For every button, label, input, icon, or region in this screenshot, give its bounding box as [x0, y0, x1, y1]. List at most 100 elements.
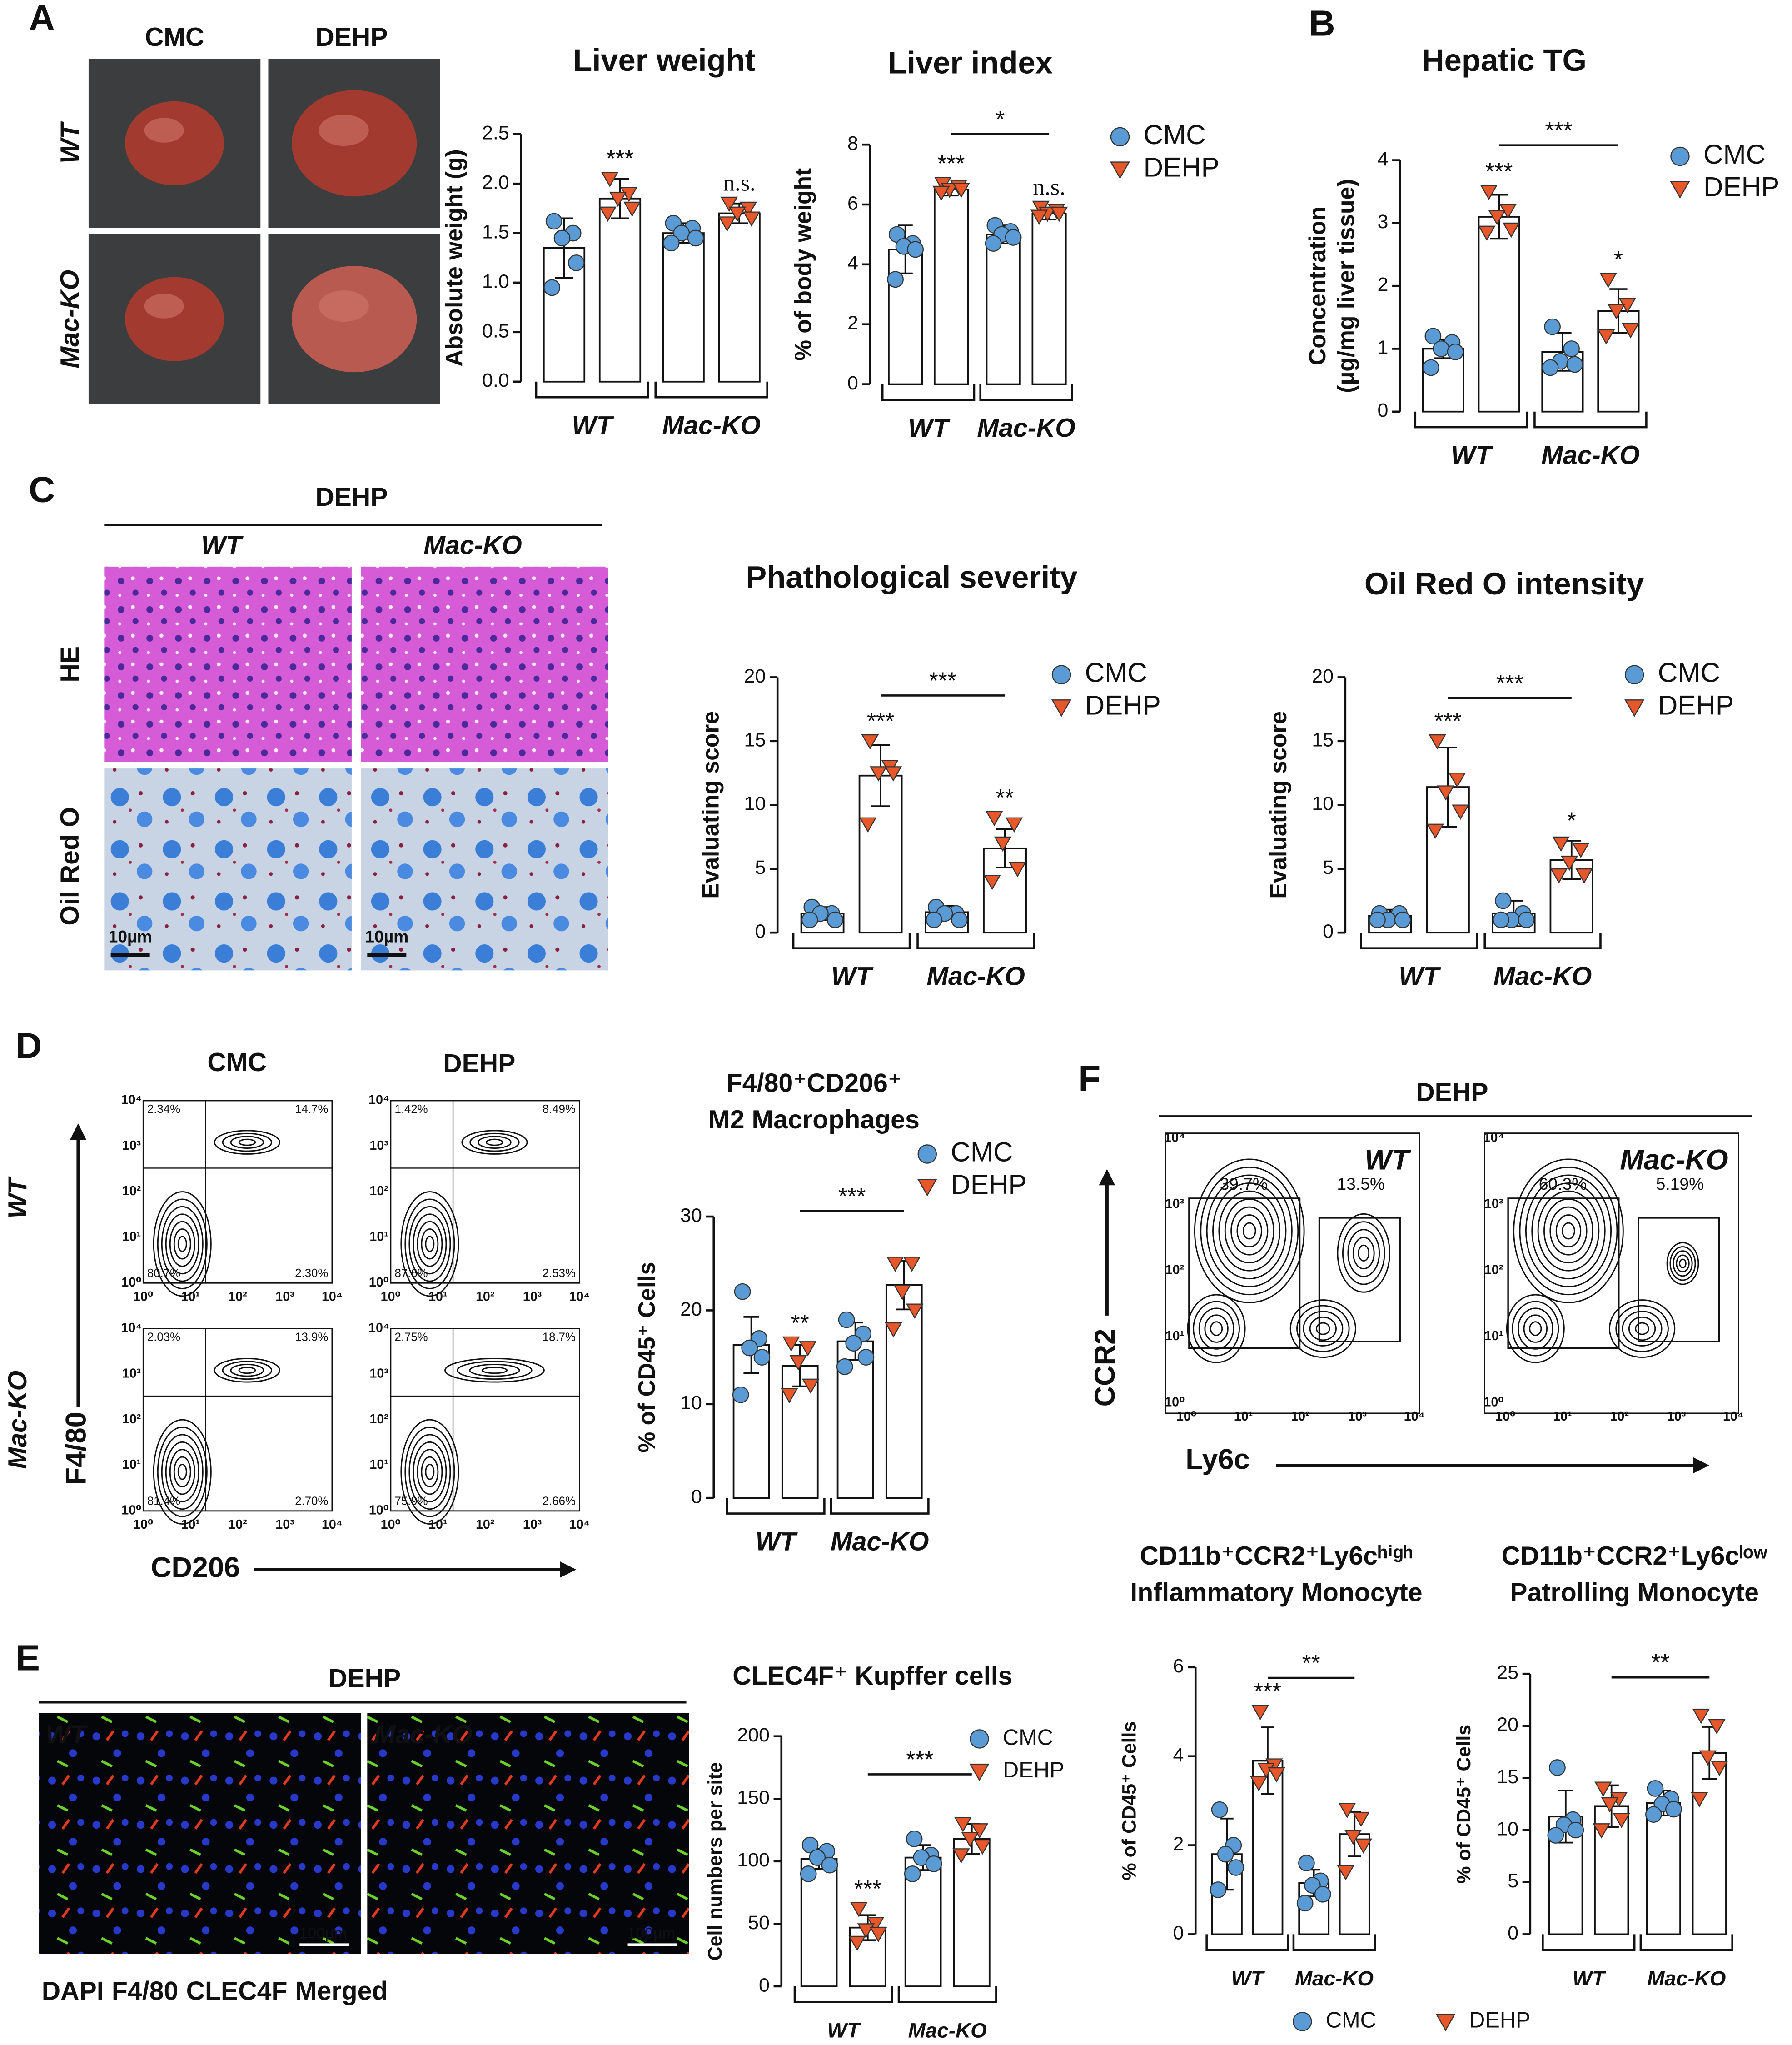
chart-title: M2 Macrophages [708, 1105, 920, 1134]
group-bracket [535, 381, 649, 399]
axis-title: CD206 [151, 1551, 240, 1583]
significance-label: * [1567, 807, 1576, 833]
contour [165, 1213, 199, 1275]
y-tick-label: 6 [847, 192, 858, 214]
data-point [753, 1349, 771, 1366]
data-point [952, 1848, 970, 1864]
scale-bar-label: 10µm [109, 927, 152, 946]
x-tick-label: Mac-KO [926, 962, 1025, 991]
gate-percent: 2.66% [543, 1495, 576, 1508]
x-tick-label: WT [1573, 1966, 1607, 1990]
x-tick-label: Mac-KO [1295, 1966, 1374, 1990]
flow-tick-label: 10⁴ [368, 1093, 389, 1107]
y-tick-label: 5 [1508, 1870, 1518, 1892]
flow-tick-label: 10⁴ [1483, 1131, 1504, 1145]
y-tick-label: 5 [1323, 857, 1334, 878]
flow-tick-label: 10¹ [181, 1289, 200, 1304]
y-tick-label: 20 [1312, 665, 1334, 687]
contour [1676, 1254, 1690, 1273]
data-point [861, 734, 879, 750]
contour [1187, 1294, 1246, 1363]
significance-label: *** [1485, 158, 1513, 185]
y-tick-label: 0 [691, 1486, 702, 1508]
data-point [1005, 229, 1022, 246]
panel-title: WT [1364, 1144, 1411, 1176]
column-label: CMC [207, 1048, 267, 1077]
data-point [907, 241, 924, 258]
y-tick-label: 15 [744, 729, 766, 751]
stain-label: F4/80 [112, 1976, 179, 2005]
data-point [800, 1865, 817, 1882]
legend-label: DEHP [1144, 152, 1220, 183]
data-point [781, 1388, 798, 1403]
y-tick-label: 30 [680, 1204, 702, 1226]
contour [1669, 1246, 1696, 1281]
data-point [1647, 1780, 1664, 1797]
data-point [1552, 836, 1570, 852]
data-point [734, 1283, 751, 1300]
data-point [1544, 318, 1561, 335]
significance-label: *** [1545, 117, 1572, 144]
flow-tick-label: 10⁰ [1165, 1395, 1185, 1410]
contour [461, 1130, 528, 1155]
flow-tick-label: 10³ [1484, 1197, 1503, 1211]
contour [1673, 1250, 1693, 1277]
contour [1506, 1294, 1565, 1363]
data-point [601, 172, 619, 187]
flow-tick-label: 10⁰ [121, 1275, 141, 1290]
significance-label: ** [1651, 1649, 1669, 1676]
data-point [1452, 804, 1469, 820]
y-tick-label: 3 [1378, 211, 1389, 233]
group-bracket [1542, 1934, 1636, 1951]
stain-label: CLEC4F [186, 1976, 288, 2005]
gate-percent: 87.6% [394, 1267, 428, 1280]
data-point [1005, 817, 1023, 833]
data-point [884, 766, 902, 782]
significance-label: n.s. [1033, 174, 1065, 200]
group-bracket [897, 1986, 997, 2003]
gate-percent: 2.75% [394, 1331, 428, 1343]
x-tick-label: Mac-KO [977, 414, 1075, 443]
flow-tick-label: 10⁴ [1723, 1409, 1744, 1424]
flow-tick-label: 10³ [122, 1138, 141, 1153]
data-point [1502, 222, 1520, 238]
flow-tick-label: 10² [369, 1412, 388, 1427]
data-point [870, 766, 887, 782]
liver-shine [319, 115, 369, 146]
panel-label: E [15, 1638, 40, 1679]
flow-tick-label: 10³ [1165, 1197, 1184, 1211]
contour [1342, 1221, 1385, 1285]
data-point [893, 1285, 911, 1300]
contour [1212, 1182, 1287, 1280]
flow-tick-label: 10⁴ [368, 1321, 389, 1335]
y-axis-title: % of CD45⁺ Cells [1453, 1725, 1475, 1884]
bar [1478, 216, 1520, 413]
x-tick-label: Mac-KO [831, 1527, 929, 1556]
flow-tick-label: 10⁰ [381, 1289, 401, 1304]
bar [1031, 212, 1067, 385]
y-axis-title: % of CD45⁺ Cells [1118, 1721, 1140, 1880]
significance-label: ** [996, 784, 1014, 811]
significance-label: *** [1496, 670, 1523, 696]
contour [1289, 1299, 1356, 1358]
stain-label: Merged [295, 1976, 388, 2005]
chart-title: CD11b⁺CCR2⁺Ly6cʰⁱᵍʰ [1140, 1541, 1413, 1571]
data-point [742, 211, 761, 227]
y-tick-label: 15 [1497, 1766, 1518, 1788]
chart-title: Inflammatory Monocyte [1130, 1578, 1422, 1607]
contour [1218, 1190, 1281, 1272]
data-point [545, 213, 562, 230]
data-point [974, 1839, 991, 1855]
group-bracket [916, 933, 1035, 949]
significance-label: ** [1302, 1650, 1320, 1676]
flow-tick-label: 10³ [1667, 1409, 1686, 1424]
flow-tick-label: 10⁰ [133, 1517, 153, 1532]
data-point [1613, 1813, 1630, 1828]
contour [1303, 1311, 1344, 1347]
data-point [1437, 785, 1455, 801]
data-point [720, 196, 738, 212]
flow-tick-label: 10³ [369, 1138, 388, 1153]
error-bar [996, 828, 1015, 868]
data-point [1518, 911, 1535, 928]
flow-tick-label: 10⁴ [322, 1289, 343, 1304]
